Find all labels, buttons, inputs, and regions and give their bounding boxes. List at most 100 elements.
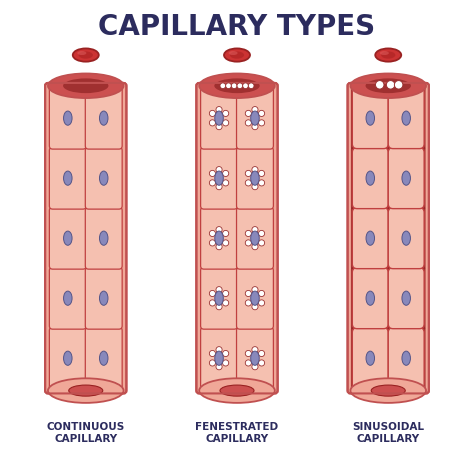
Circle shape [223,240,229,246]
Circle shape [258,240,264,246]
Text: CONTINUOUS
CAPILLARY: CONTINUOUS CAPILLARY [46,422,125,444]
Circle shape [220,83,226,89]
Ellipse shape [366,291,374,305]
Circle shape [223,180,229,186]
FancyBboxPatch shape [352,148,388,209]
FancyBboxPatch shape [352,268,388,328]
Ellipse shape [64,291,72,305]
Ellipse shape [64,171,72,185]
FancyBboxPatch shape [201,207,237,269]
FancyBboxPatch shape [387,207,426,270]
Ellipse shape [100,351,108,365]
FancyBboxPatch shape [347,83,429,393]
Circle shape [216,244,222,250]
Circle shape [223,300,229,306]
Ellipse shape [350,378,426,403]
Circle shape [210,350,216,356]
FancyBboxPatch shape [45,83,127,393]
Circle shape [252,124,258,130]
FancyBboxPatch shape [49,267,86,329]
Circle shape [258,230,264,237]
Circle shape [210,170,216,176]
FancyBboxPatch shape [352,208,388,269]
Circle shape [252,364,258,370]
Ellipse shape [64,111,72,125]
FancyBboxPatch shape [387,87,426,150]
Circle shape [223,230,229,237]
FancyBboxPatch shape [49,207,86,269]
Circle shape [223,360,229,366]
Circle shape [223,120,229,126]
Circle shape [243,83,248,89]
FancyBboxPatch shape [351,207,390,270]
Ellipse shape [402,231,410,245]
Ellipse shape [77,51,86,55]
Circle shape [248,83,254,89]
Circle shape [245,110,251,117]
Ellipse shape [251,111,259,125]
FancyBboxPatch shape [237,207,273,269]
Circle shape [237,83,243,89]
Text: SINUSOIDAL
CAPILLARY: SINUSOIDAL CAPILLARY [352,422,424,444]
Ellipse shape [100,291,108,305]
Ellipse shape [69,385,103,396]
Circle shape [386,81,395,89]
Ellipse shape [215,291,223,305]
Ellipse shape [251,351,259,365]
FancyBboxPatch shape [388,268,424,328]
Ellipse shape [48,378,124,403]
Ellipse shape [365,78,411,93]
Circle shape [210,120,216,126]
Ellipse shape [366,351,374,365]
FancyBboxPatch shape [237,147,273,209]
FancyBboxPatch shape [237,87,273,149]
Circle shape [216,124,222,130]
Ellipse shape [251,171,259,185]
Ellipse shape [100,111,108,125]
Circle shape [210,230,216,237]
Circle shape [245,300,251,306]
Circle shape [245,230,251,237]
FancyBboxPatch shape [387,267,426,330]
Circle shape [216,287,222,293]
Circle shape [245,240,251,246]
Circle shape [223,350,229,356]
Ellipse shape [199,73,275,98]
FancyBboxPatch shape [201,87,237,149]
FancyBboxPatch shape [49,87,86,149]
Circle shape [252,244,258,250]
FancyBboxPatch shape [85,327,122,389]
Circle shape [252,227,258,233]
Ellipse shape [220,385,254,396]
FancyBboxPatch shape [351,327,390,390]
Text: CAPILLARY TYPES: CAPILLARY TYPES [99,13,375,41]
Ellipse shape [230,51,244,59]
Ellipse shape [251,231,259,245]
Ellipse shape [73,48,99,62]
Circle shape [210,360,216,366]
Ellipse shape [215,111,223,125]
Ellipse shape [64,351,72,365]
Circle shape [216,166,222,173]
FancyBboxPatch shape [85,267,122,329]
Circle shape [216,107,222,113]
Circle shape [258,360,264,366]
Ellipse shape [63,78,109,93]
Circle shape [245,360,251,366]
Ellipse shape [375,48,401,62]
FancyBboxPatch shape [351,146,390,210]
Ellipse shape [48,73,124,98]
Ellipse shape [380,51,389,55]
Circle shape [216,364,222,370]
Circle shape [258,170,264,176]
Circle shape [216,227,222,233]
Ellipse shape [402,171,410,185]
Ellipse shape [199,378,275,403]
Circle shape [210,180,216,186]
Ellipse shape [402,291,410,305]
Text: FENESTRATED
CAPILLARY: FENESTRATED CAPILLARY [195,422,279,444]
Circle shape [375,81,384,89]
Circle shape [394,81,403,89]
Circle shape [252,346,258,353]
FancyBboxPatch shape [351,267,390,330]
